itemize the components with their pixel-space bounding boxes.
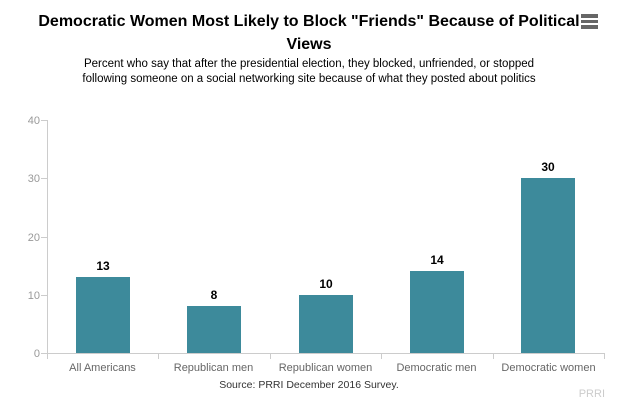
bar-value-label: 8: [210, 288, 218, 302]
chart-subtitle: Percent who say that after the president…: [82, 58, 536, 85]
hamburger-menu-icon[interactable]: [580, 13, 599, 31]
hamburger-bar: [581, 14, 598, 18]
category-label: All Americans: [69, 362, 136, 374]
y-axis-tick: [41, 353, 47, 354]
source-credit: Source: PRRI December 2016 Survey.: [219, 379, 399, 391]
category-label: Democratic women: [501, 362, 596, 374]
category-label: Republican men: [173, 362, 254, 374]
prri-watermark: PRRI: [578, 388, 605, 400]
y-axis-line: [47, 120, 48, 353]
x-axis-line: [47, 353, 605, 354]
bar[interactable]: [76, 277, 130, 353]
bar-value-label: 14: [430, 253, 444, 267]
x-axis-tick: [270, 353, 271, 359]
y-tick-label: 10: [27, 290, 40, 302]
y-axis-tick: [41, 178, 47, 179]
y-tick-label: 40: [27, 115, 40, 127]
bar[interactable]: [410, 271, 464, 353]
x-axis-tick: [158, 353, 159, 359]
bar[interactable]: [187, 306, 241, 353]
x-axis-tick: [604, 353, 605, 359]
bar-value-label: 30: [541, 160, 555, 174]
hamburger-bar: [581, 19, 598, 23]
y-axis-tick: [41, 295, 47, 296]
x-axis-tick: [493, 353, 494, 359]
bar[interactable]: [299, 295, 353, 353]
hamburger-bar: [581, 25, 598, 29]
y-axis-tick: [41, 120, 47, 121]
y-tick-label: 0: [33, 348, 40, 360]
category-label: Republican women: [278, 362, 373, 374]
y-axis-tick: [41, 237, 47, 238]
bar-value-label: 10: [319, 277, 333, 291]
y-tick-label: 30: [27, 173, 40, 185]
bar[interactable]: [521, 178, 575, 353]
x-axis-tick: [381, 353, 382, 359]
category-label: Democratic men: [396, 362, 477, 374]
x-axis-tick: [47, 353, 48, 359]
bar-value-label: 13: [96, 259, 110, 273]
y-tick-label: 20: [27, 232, 40, 244]
chart-title: Democratic Women Most Likely to Block "F…: [38, 13, 580, 53]
